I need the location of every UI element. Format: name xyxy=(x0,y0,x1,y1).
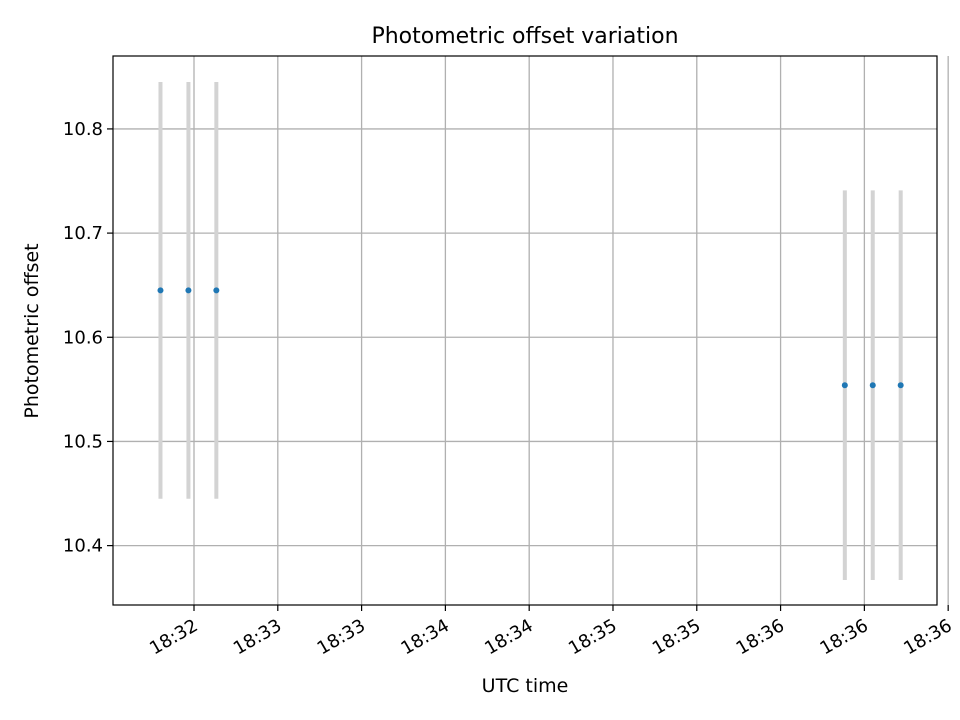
data-points xyxy=(157,287,904,389)
plot-area-frame xyxy=(112,55,938,606)
data-point xyxy=(213,287,220,294)
y-tick-label: 10.8 xyxy=(63,119,103,140)
y-tick-label: 10.4 xyxy=(63,536,103,557)
data-point xyxy=(157,287,164,294)
data-point xyxy=(897,382,904,389)
y-axis-label: Photometric offset xyxy=(21,243,43,418)
y-axis-ticks: 10.4 10.5 10.6 10.7 10.8 xyxy=(63,119,113,557)
data-point xyxy=(841,382,848,389)
grid xyxy=(113,56,949,605)
chart-title: Photometric offset variation xyxy=(371,24,678,49)
y-tick-label: 10.5 xyxy=(63,431,103,452)
data-point xyxy=(185,287,192,294)
y-tick-label: 10.6 xyxy=(63,327,103,348)
x-axis-label: UTC time xyxy=(482,675,569,697)
data-point xyxy=(869,382,876,389)
y-tick-label: 10.7 xyxy=(63,223,103,244)
